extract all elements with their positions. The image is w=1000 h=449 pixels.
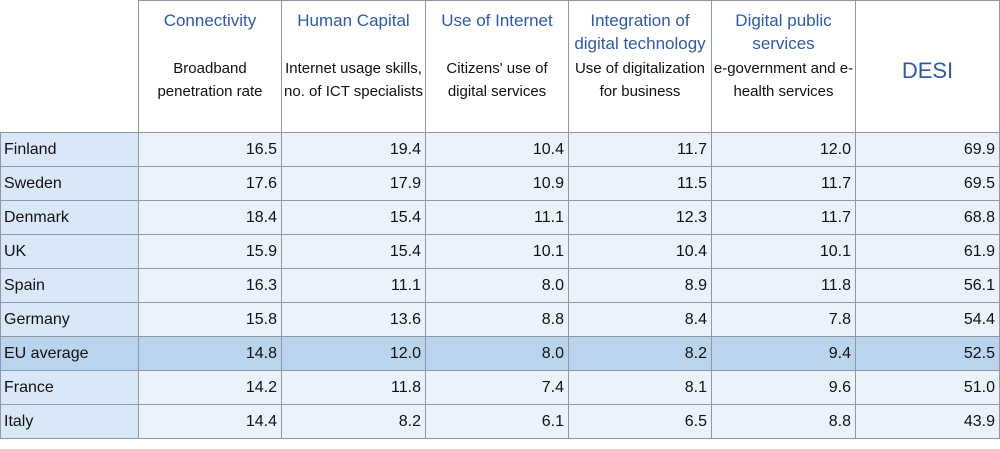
column-title: Use of Internet [441, 11, 553, 30]
column-subtitle: e-government and e-health services [713, 60, 854, 100]
value-cell: 14.4 [138, 404, 282, 439]
value-cell: 10.4 [425, 132, 569, 167]
value-cell: 14.2 [138, 370, 282, 405]
value-cell: 8.2 [568, 336, 712, 371]
column-header-desi: DESI [855, 0, 1000, 133]
value-cell: 10.1 [425, 234, 569, 269]
value-cell: 6.1 [425, 404, 569, 439]
value-cell: 19.4 [281, 132, 426, 167]
value-cell: 8.9 [568, 268, 712, 303]
table-row: EU average 14.8 12.0 8.0 8.2 9.4 52.5 [0, 336, 1000, 371]
value-cell: 11.7 [711, 166, 856, 201]
value-cell: 8.8 [711, 404, 856, 439]
value-cell: 18.4 [138, 200, 282, 235]
country-cell: Denmark [0, 200, 139, 235]
value-cell: 13.6 [281, 302, 426, 337]
value-cell: 17.9 [281, 166, 426, 201]
country-cell: UK [0, 234, 139, 269]
header-row: Connectivity Broadband penetration rate … [0, 0, 1000, 133]
country-cell: Spain [0, 268, 139, 303]
value-cell: 7.4 [425, 370, 569, 405]
value-cell: 9.6 [711, 370, 856, 405]
value-cell: 7.8 [711, 302, 856, 337]
value-cell: 11.7 [568, 132, 712, 167]
value-cell: 17.6 [138, 166, 282, 201]
column-subtitle: Broadband penetration rate [157, 60, 263, 100]
value-cell: 15.9 [138, 234, 282, 269]
value-cell: 61.9 [855, 234, 1000, 269]
column-header-connectivity: Connectivity Broadband penetration rate [138, 0, 282, 133]
value-cell: 11.5 [568, 166, 712, 201]
value-cell: 68.8 [855, 200, 1000, 235]
value-cell: 8.0 [425, 336, 569, 371]
value-cell: 9.4 [711, 336, 856, 371]
value-cell: 11.1 [425, 200, 569, 235]
column-header-digital-public-services: Digital public services e-government and… [711, 0, 856, 133]
column-title: DESI [901, 58, 954, 83]
column-title: Integration of digital technology [574, 11, 706, 53]
value-cell: 6.5 [568, 404, 712, 439]
value-cell: 15.4 [281, 200, 426, 235]
column-header-human-capital: Human Capital Internet usage skills, no.… [281, 0, 426, 133]
column-title: Digital public services [735, 11, 832, 53]
value-cell: 12.0 [711, 132, 856, 167]
value-cell: 15.4 [281, 234, 426, 269]
country-cell: Sweden [0, 166, 139, 201]
value-cell: 52.5 [855, 336, 1000, 371]
value-cell: 8.0 [425, 268, 569, 303]
table-row: Sweden 17.6 17.9 10.9 11.5 11.7 69.5 [0, 166, 1000, 201]
value-cell: 10.1 [711, 234, 856, 269]
table-row: France 14.2 11.8 7.4 8.1 9.6 51.0 [0, 370, 1000, 405]
column-title: Connectivity [163, 11, 257, 30]
value-cell: 69.9 [855, 132, 1000, 167]
table-row: Italy 14.4 8.2 6.1 6.5 8.8 43.9 [0, 404, 1000, 439]
country-cell: France [0, 370, 139, 405]
desi-table: Connectivity Broadband penetration rate … [0, 0, 1000, 439]
value-cell: 12.3 [568, 200, 712, 235]
value-cell: 12.0 [281, 336, 426, 371]
value-cell: 15.8 [138, 302, 282, 337]
value-cell: 11.7 [711, 200, 856, 235]
country-cell: EU average [0, 336, 139, 371]
country-cell: Finland [0, 132, 139, 167]
table-row: Spain 16.3 11.1 8.0 8.9 11.8 56.1 [0, 268, 1000, 303]
value-cell: 16.5 [138, 132, 282, 167]
value-cell: 54.4 [855, 302, 1000, 337]
table-row: Germany 15.8 13.6 8.8 8.4 7.8 54.4 [0, 302, 1000, 337]
table-row: Denmark 18.4 15.4 11.1 12.3 11.7 68.8 [0, 200, 1000, 235]
value-cell: 16.3 [138, 268, 282, 303]
value-cell: 8.1 [568, 370, 712, 405]
table-row: Finland 16.5 19.4 10.4 11.7 12.0 69.9 [0, 132, 1000, 167]
value-cell: 56.1 [855, 268, 1000, 303]
value-cell: 8.8 [425, 302, 569, 337]
country-cell: Italy [0, 404, 139, 439]
value-cell: 11.1 [281, 268, 426, 303]
value-cell: 43.9 [855, 404, 1000, 439]
corner-cell [0, 0, 139, 133]
value-cell: 14.8 [138, 336, 282, 371]
value-cell: 51.0 [855, 370, 1000, 405]
value-cell: 11.8 [711, 268, 856, 303]
value-cell: 69.5 [855, 166, 1000, 201]
value-cell: 8.4 [568, 302, 712, 337]
column-subtitle: Citizens' use of digital services [446, 60, 548, 100]
column-subtitle: Use of digitalization for business [574, 60, 706, 100]
value-cell: 8.2 [281, 404, 426, 439]
country-cell: Germany [0, 302, 139, 337]
table-body: Finland 16.5 19.4 10.4 11.7 12.0 69.9 Sweden 17.… [0, 132, 1000, 439]
value-cell: 11.8 [281, 370, 426, 405]
value-cell: 10.4 [568, 234, 712, 269]
column-subtitle: Internet usage skills, no. of ICT specia… [284, 60, 423, 100]
table-row: UK 15.9 15.4 10.1 10.4 10.1 61.9 [0, 234, 1000, 269]
column-header-use-of-internet: Use of Internet Citizens' use of digital… [425, 0, 569, 133]
value-cell: 10.9 [425, 166, 569, 201]
column-header-integration: Integration of digital technology Use of… [568, 0, 712, 133]
column-title: Human Capital [297, 11, 410, 30]
